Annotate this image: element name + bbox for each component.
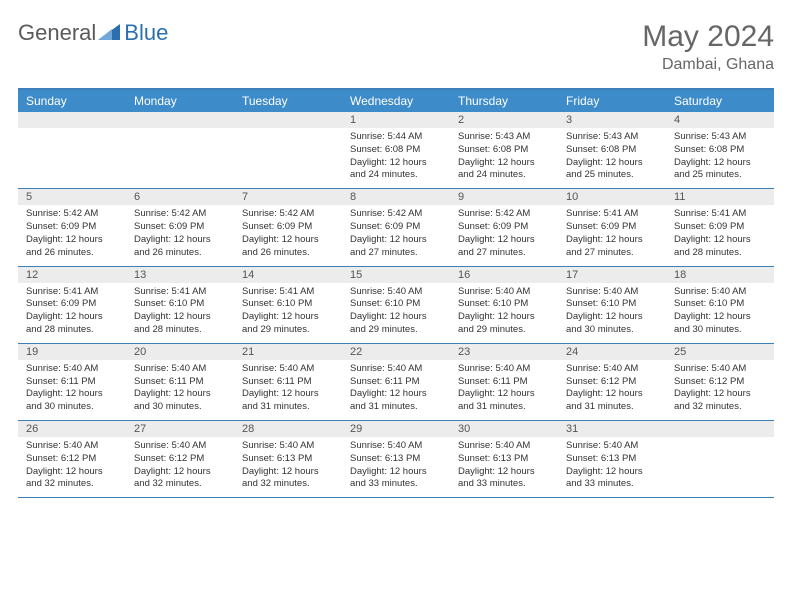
daynum bbox=[666, 421, 774, 437]
daynum: 28 bbox=[234, 421, 342, 437]
day-cell: Sunrise: 5:40 AM Sunset: 6:10 PM Dayligh… bbox=[342, 283, 450, 343]
daynum: 9 bbox=[450, 189, 558, 205]
day-cell: Sunrise: 5:40 AM Sunset: 6:11 PM Dayligh… bbox=[234, 360, 342, 420]
week-content-row: Sunrise: 5:41 AM Sunset: 6:09 PM Dayligh… bbox=[18, 283, 774, 344]
daynum: 20 bbox=[126, 344, 234, 360]
daynum: 2 bbox=[450, 112, 558, 128]
week-content-row: Sunrise: 5:40 AM Sunset: 6:11 PM Dayligh… bbox=[18, 360, 774, 421]
weekday-friday: Friday bbox=[558, 90, 666, 112]
day-cell: Sunrise: 5:40 AM Sunset: 6:10 PM Dayligh… bbox=[558, 283, 666, 343]
daynum: 22 bbox=[342, 344, 450, 360]
daynum: 19 bbox=[18, 344, 126, 360]
daynum bbox=[18, 112, 126, 128]
day-cell: Sunrise: 5:41 AM Sunset: 6:09 PM Dayligh… bbox=[558, 205, 666, 265]
daynum: 16 bbox=[450, 267, 558, 283]
daynum: 23 bbox=[450, 344, 558, 360]
daynum: 11 bbox=[666, 189, 774, 205]
daynum: 21 bbox=[234, 344, 342, 360]
daynum: 17 bbox=[558, 267, 666, 283]
daynum-row: 567891011 bbox=[18, 189, 774, 205]
day-cell: Sunrise: 5:40 AM Sunset: 6:12 PM Dayligh… bbox=[18, 437, 126, 497]
logo-triangle-icon bbox=[98, 20, 120, 46]
daynum: 14 bbox=[234, 267, 342, 283]
day-cell: Sunrise: 5:42 AM Sunset: 6:09 PM Dayligh… bbox=[342, 205, 450, 265]
day-cell: Sunrise: 5:40 AM Sunset: 6:10 PM Dayligh… bbox=[666, 283, 774, 343]
daynum: 1 bbox=[342, 112, 450, 128]
day-cell: Sunrise: 5:43 AM Sunset: 6:08 PM Dayligh… bbox=[558, 128, 666, 188]
day-cell bbox=[126, 128, 234, 188]
title-block: May 2024 Dambai, Ghana bbox=[642, 20, 774, 74]
location: Dambai, Ghana bbox=[642, 56, 774, 74]
daynum: 13 bbox=[126, 267, 234, 283]
day-cell: Sunrise: 5:43 AM Sunset: 6:08 PM Dayligh… bbox=[666, 128, 774, 188]
weekday-thursday: Thursday bbox=[450, 90, 558, 112]
day-cell: Sunrise: 5:41 AM Sunset: 6:09 PM Dayligh… bbox=[18, 283, 126, 343]
calendar: SundayMondayTuesdayWednesdayThursdayFrid… bbox=[18, 88, 774, 498]
day-cell bbox=[18, 128, 126, 188]
daynum: 18 bbox=[666, 267, 774, 283]
day-cell bbox=[234, 128, 342, 188]
day-cell: Sunrise: 5:43 AM Sunset: 6:08 PM Dayligh… bbox=[450, 128, 558, 188]
daynum: 24 bbox=[558, 344, 666, 360]
day-cell: Sunrise: 5:40 AM Sunset: 6:13 PM Dayligh… bbox=[558, 437, 666, 497]
day-cell: Sunrise: 5:40 AM Sunset: 6:10 PM Dayligh… bbox=[450, 283, 558, 343]
day-cell: Sunrise: 5:42 AM Sunset: 6:09 PM Dayligh… bbox=[234, 205, 342, 265]
day-cell: Sunrise: 5:42 AM Sunset: 6:09 PM Dayligh… bbox=[18, 205, 126, 265]
logo-text-1: General bbox=[18, 20, 96, 46]
daynum: 5 bbox=[18, 189, 126, 205]
daynum: 12 bbox=[18, 267, 126, 283]
month-title: May 2024 bbox=[642, 20, 774, 54]
day-cell bbox=[666, 437, 774, 497]
header: General Blue May 2024 Dambai, Ghana bbox=[18, 20, 774, 74]
day-cell: Sunrise: 5:40 AM Sunset: 6:13 PM Dayligh… bbox=[234, 437, 342, 497]
day-cell: Sunrise: 5:40 AM Sunset: 6:11 PM Dayligh… bbox=[450, 360, 558, 420]
daynum: 26 bbox=[18, 421, 126, 437]
logo-text-2: Blue bbox=[124, 20, 168, 46]
weekday-tuesday: Tuesday bbox=[234, 90, 342, 112]
weekday-sunday: Sunday bbox=[18, 90, 126, 112]
week-content-row: Sunrise: 5:44 AM Sunset: 6:08 PM Dayligh… bbox=[18, 128, 774, 189]
daynum-row: 262728293031 bbox=[18, 421, 774, 437]
daynum: 4 bbox=[666, 112, 774, 128]
daynum: 3 bbox=[558, 112, 666, 128]
daynum-row: 1234 bbox=[18, 112, 774, 128]
day-cell: Sunrise: 5:42 AM Sunset: 6:09 PM Dayligh… bbox=[126, 205, 234, 265]
weekday-saturday: Saturday bbox=[666, 90, 774, 112]
day-cell: Sunrise: 5:42 AM Sunset: 6:09 PM Dayligh… bbox=[450, 205, 558, 265]
daynum-row: 19202122232425 bbox=[18, 344, 774, 360]
daynum: 31 bbox=[558, 421, 666, 437]
daynum: 10 bbox=[558, 189, 666, 205]
daynum: 15 bbox=[342, 267, 450, 283]
daynum: 6 bbox=[126, 189, 234, 205]
daynum: 27 bbox=[126, 421, 234, 437]
weekday-wednesday: Wednesday bbox=[342, 90, 450, 112]
day-cell: Sunrise: 5:40 AM Sunset: 6:13 PM Dayligh… bbox=[450, 437, 558, 497]
day-cell: Sunrise: 5:40 AM Sunset: 6:13 PM Dayligh… bbox=[342, 437, 450, 497]
weekday-header-row: SundayMondayTuesdayWednesdayThursdayFrid… bbox=[18, 90, 774, 112]
day-cell: Sunrise: 5:40 AM Sunset: 6:11 PM Dayligh… bbox=[126, 360, 234, 420]
day-cell: Sunrise: 5:40 AM Sunset: 6:12 PM Dayligh… bbox=[558, 360, 666, 420]
day-cell: Sunrise: 5:40 AM Sunset: 6:11 PM Dayligh… bbox=[18, 360, 126, 420]
day-cell: Sunrise: 5:40 AM Sunset: 6:12 PM Dayligh… bbox=[666, 360, 774, 420]
daynum: 8 bbox=[342, 189, 450, 205]
day-cell: Sunrise: 5:40 AM Sunset: 6:11 PM Dayligh… bbox=[342, 360, 450, 420]
day-cell: Sunrise: 5:41 AM Sunset: 6:10 PM Dayligh… bbox=[126, 283, 234, 343]
week-content-row: Sunrise: 5:42 AM Sunset: 6:09 PM Dayligh… bbox=[18, 205, 774, 266]
logo: General Blue bbox=[18, 20, 168, 46]
day-cell: Sunrise: 5:40 AM Sunset: 6:12 PM Dayligh… bbox=[126, 437, 234, 497]
daynum: 29 bbox=[342, 421, 450, 437]
day-cell: Sunrise: 5:41 AM Sunset: 6:10 PM Dayligh… bbox=[234, 283, 342, 343]
daynum-row: 12131415161718 bbox=[18, 267, 774, 283]
daynum bbox=[126, 112, 234, 128]
week-content-row: Sunrise: 5:40 AM Sunset: 6:12 PM Dayligh… bbox=[18, 437, 774, 498]
daynum: 30 bbox=[450, 421, 558, 437]
day-cell: Sunrise: 5:44 AM Sunset: 6:08 PM Dayligh… bbox=[342, 128, 450, 188]
weekday-monday: Monday bbox=[126, 90, 234, 112]
daynum bbox=[234, 112, 342, 128]
daynum: 7 bbox=[234, 189, 342, 205]
daynum: 25 bbox=[666, 344, 774, 360]
day-cell: Sunrise: 5:41 AM Sunset: 6:09 PM Dayligh… bbox=[666, 205, 774, 265]
